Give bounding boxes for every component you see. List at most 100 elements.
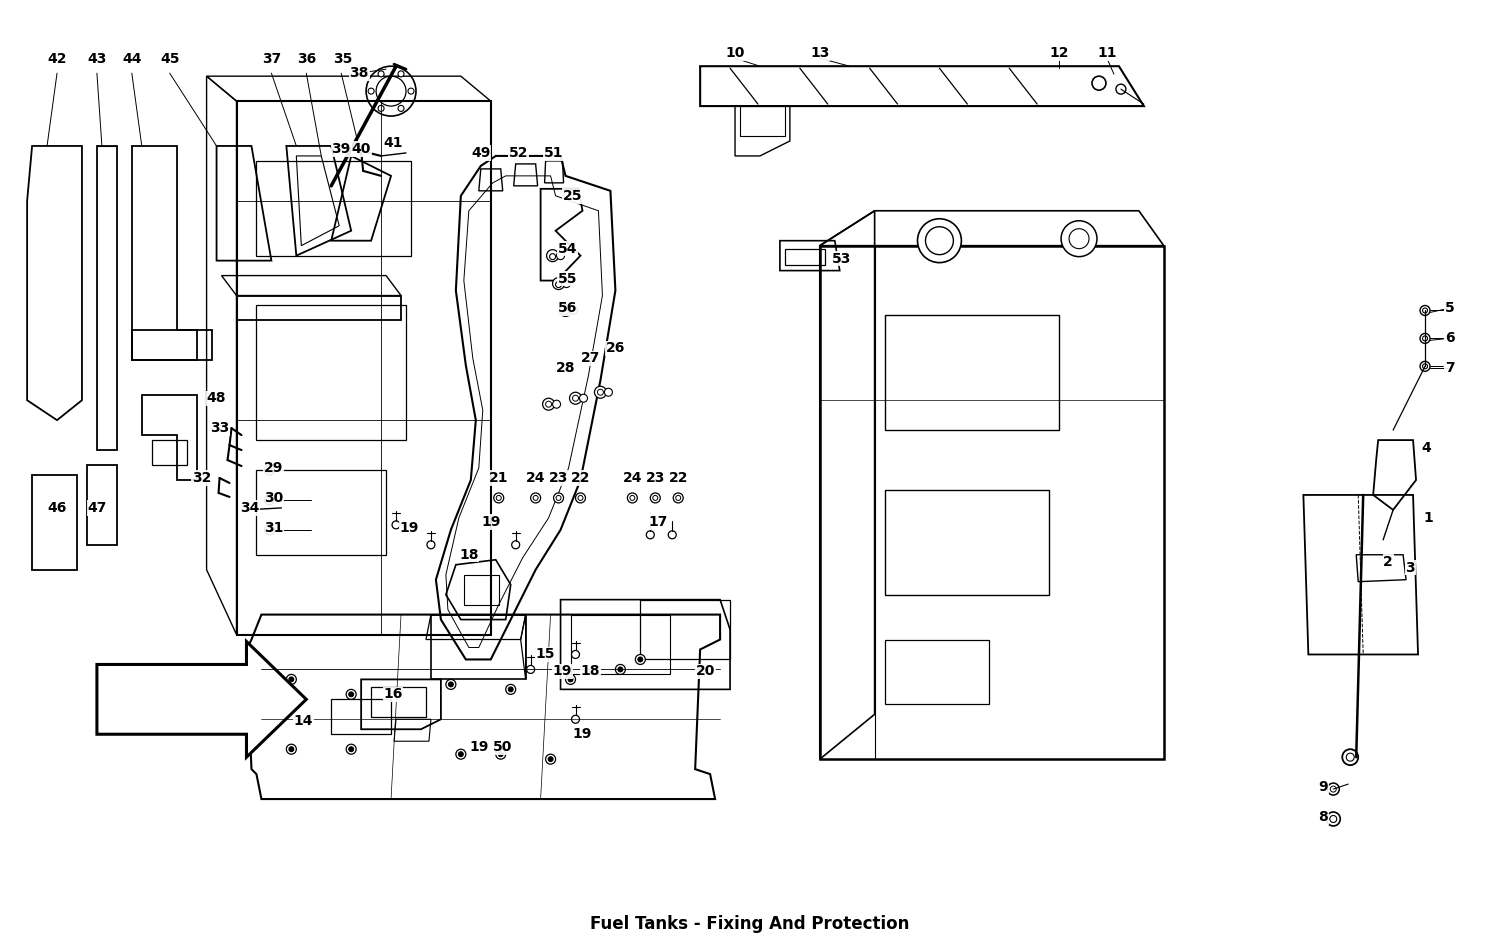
Text: 22: 22 bbox=[570, 471, 590, 485]
Bar bbox=[784, 249, 825, 265]
Bar bbox=[332, 699, 392, 734]
Text: 18: 18 bbox=[580, 664, 600, 678]
Circle shape bbox=[267, 498, 272, 503]
Text: 19: 19 bbox=[399, 521, 418, 535]
Text: 34: 34 bbox=[240, 501, 260, 515]
Circle shape bbox=[368, 88, 374, 94]
Circle shape bbox=[290, 677, 294, 682]
Circle shape bbox=[427, 541, 435, 549]
Circle shape bbox=[594, 387, 606, 398]
Circle shape bbox=[576, 493, 585, 503]
Circle shape bbox=[675, 496, 681, 501]
Bar bbox=[370, 688, 426, 717]
Text: 19: 19 bbox=[554, 664, 572, 678]
Circle shape bbox=[573, 395, 579, 401]
Text: 24: 24 bbox=[622, 471, 642, 485]
Text: 6: 6 bbox=[1444, 332, 1455, 346]
Text: 14: 14 bbox=[294, 714, 314, 729]
Text: 30: 30 bbox=[264, 491, 284, 505]
Circle shape bbox=[543, 398, 555, 410]
Circle shape bbox=[1422, 336, 1428, 341]
Text: 45: 45 bbox=[160, 52, 180, 66]
Circle shape bbox=[512, 541, 519, 549]
Circle shape bbox=[346, 690, 355, 699]
Circle shape bbox=[448, 682, 453, 687]
Bar bbox=[256, 306, 406, 440]
Text: 24: 24 bbox=[526, 471, 546, 485]
Circle shape bbox=[570, 307, 578, 314]
Text: 31: 31 bbox=[264, 521, 284, 535]
Bar bbox=[464, 575, 498, 604]
Circle shape bbox=[456, 750, 466, 759]
Text: 33: 33 bbox=[210, 421, 230, 435]
Text: 23: 23 bbox=[645, 471, 664, 485]
Text: 38: 38 bbox=[350, 66, 369, 80]
Text: 39: 39 bbox=[332, 142, 351, 156]
Text: 12: 12 bbox=[1050, 47, 1070, 60]
Circle shape bbox=[398, 71, 404, 77]
Circle shape bbox=[1422, 364, 1428, 369]
Text: 47: 47 bbox=[87, 501, 106, 515]
Text: 41: 41 bbox=[384, 136, 404, 150]
Circle shape bbox=[1342, 750, 1358, 765]
Text: 28: 28 bbox=[556, 361, 576, 375]
Text: 21: 21 bbox=[489, 471, 508, 485]
Circle shape bbox=[494, 493, 504, 503]
Circle shape bbox=[554, 493, 564, 503]
Circle shape bbox=[1326, 812, 1341, 826]
Circle shape bbox=[1330, 815, 1336, 823]
Text: 7: 7 bbox=[1444, 361, 1455, 375]
Circle shape bbox=[526, 665, 534, 674]
Text: 11: 11 bbox=[1096, 47, 1116, 60]
Text: 10: 10 bbox=[726, 47, 744, 60]
Text: 19: 19 bbox=[470, 740, 489, 754]
Circle shape bbox=[267, 467, 272, 472]
Circle shape bbox=[267, 527, 272, 532]
Circle shape bbox=[597, 390, 603, 395]
Text: 37: 37 bbox=[262, 52, 280, 66]
Circle shape bbox=[668, 531, 676, 539]
Circle shape bbox=[290, 747, 294, 751]
Circle shape bbox=[926, 227, 954, 255]
Circle shape bbox=[498, 751, 502, 756]
Circle shape bbox=[556, 252, 564, 259]
Circle shape bbox=[506, 684, 516, 694]
Text: 17: 17 bbox=[648, 515, 668, 529]
Circle shape bbox=[496, 496, 501, 501]
Circle shape bbox=[348, 692, 354, 697]
Text: 13: 13 bbox=[810, 47, 830, 60]
Polygon shape bbox=[98, 641, 306, 757]
Circle shape bbox=[546, 250, 558, 261]
Circle shape bbox=[556, 496, 561, 501]
Circle shape bbox=[1420, 306, 1430, 315]
Circle shape bbox=[495, 750, 506, 759]
Circle shape bbox=[1092, 76, 1106, 90]
Circle shape bbox=[264, 466, 274, 475]
Circle shape bbox=[446, 679, 456, 690]
Text: 51: 51 bbox=[544, 146, 564, 160]
Bar bbox=[152, 440, 186, 466]
Text: 43: 43 bbox=[87, 52, 106, 66]
Circle shape bbox=[548, 756, 554, 762]
Circle shape bbox=[674, 493, 682, 503]
Circle shape bbox=[286, 744, 297, 754]
Circle shape bbox=[264, 495, 274, 504]
Circle shape bbox=[378, 105, 384, 111]
Circle shape bbox=[918, 218, 962, 262]
Circle shape bbox=[1347, 753, 1354, 761]
Text: 52: 52 bbox=[509, 146, 528, 160]
Text: 20: 20 bbox=[696, 664, 715, 678]
Bar bbox=[256, 161, 411, 256]
Circle shape bbox=[627, 493, 638, 503]
Bar bbox=[885, 490, 1048, 595]
Text: 23: 23 bbox=[549, 471, 568, 485]
Text: 25: 25 bbox=[562, 189, 582, 202]
Text: 19: 19 bbox=[482, 515, 501, 529]
Circle shape bbox=[568, 677, 573, 682]
Text: 22: 22 bbox=[669, 471, 688, 485]
Text: 1: 1 bbox=[1424, 511, 1432, 524]
Bar bbox=[740, 106, 784, 136]
Circle shape bbox=[636, 655, 645, 664]
Bar bbox=[885, 315, 1059, 430]
Text: 19: 19 bbox=[573, 728, 592, 741]
